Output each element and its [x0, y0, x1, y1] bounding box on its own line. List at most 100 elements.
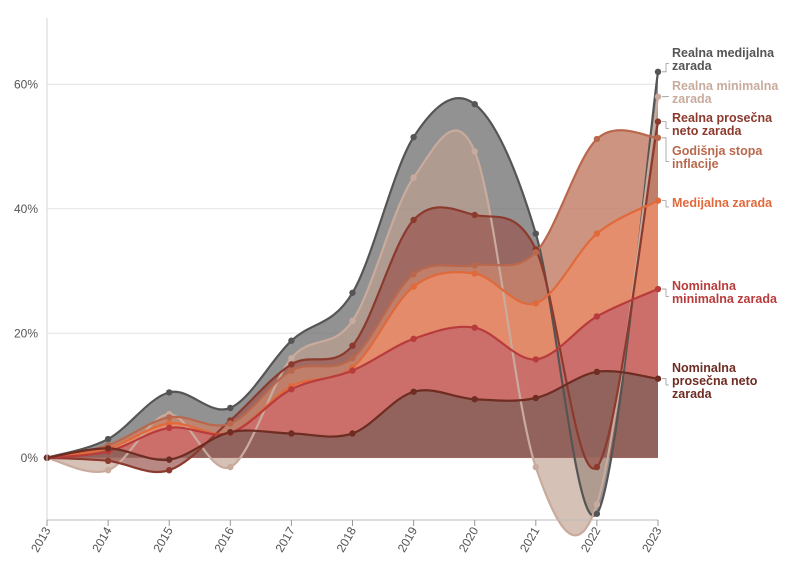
- legend-label-realna-medijalna-zarada: Realna medijalna zarada: [672, 46, 775, 73]
- point-realna-prosecna-neto-zarada-2017[interactable]: [288, 361, 295, 368]
- point-realna-medijalna-zarada-2016[interactable]: [227, 404, 234, 412]
- point-realna-prosecna-neto-zarada-2018[interactable]: [349, 342, 356, 349]
- line-medijalna-zarada: [46, 199, 659, 459]
- point-realna-minimalna-zarada-2020[interactable]: [471, 148, 478, 155]
- legend-label-nominalna-minimalna-zarada: Nominalna minimalna zarada: [672, 279, 778, 306]
- line-godisnja-stopa-inflacije: [46, 129, 659, 459]
- point-medijalna-zarada-2019[interactable]: [410, 283, 417, 290]
- point-nominalna-minimalna-zarada-2021[interactable]: [532, 356, 539, 363]
- point-realna-prosecna-neto-zarada-2014[interactable]: [104, 457, 112, 465]
- area-layer: [47, 71, 658, 536]
- legend-leader-nominalna-prosecna-neto-zarada: [662, 378, 669, 386]
- point-nominalna-minimalna-zarada-2023[interactable]: [654, 285, 662, 293]
- point-nominalna-prosecna-neto-zarada-2017[interactable]: [288, 430, 295, 437]
- point-nominalna-minimalna-zarada-2020[interactable]: [471, 324, 478, 331]
- legend-leader-realna-prosecna-neto-zarada: [662, 121, 669, 129]
- point-godisnja-stopa-inflacije-2023[interactable]: [654, 134, 662, 141]
- legend-item-realna-minimalna-zarada: Realna minimalna zarada: [662, 79, 779, 106]
- point-realna-medijalna-zarada-2020[interactable]: [471, 100, 478, 108]
- point-nominalna-minimalna-zarada-2017[interactable]: [288, 386, 295, 393]
- point-medijalna-zarada-2022[interactable]: [593, 230, 601, 237]
- point-realna-medijalna-zarada-2022[interactable]: [593, 510, 601, 517]
- legend-label-godisnja-stopa-inflacije: Godišnja stopa inflacije: [672, 144, 763, 171]
- point-realna-prosecna-neto-zarada-2015[interactable]: [166, 467, 173, 474]
- point-nominalna-prosecna-neto-zarada-2018[interactable]: [349, 430, 356, 437]
- legend-item-nominalna-prosecna-neto-zarada: Nominalna prosečna neto zarada: [662, 361, 758, 401]
- point-godisnja-stopa-inflacije-2015[interactable]: [166, 414, 173, 421]
- y-tick-label-0: 0%: [21, 451, 39, 465]
- point-realna-medijalna-zarada-2019[interactable]: [410, 133, 417, 141]
- point-nominalna-prosecna-neto-zarada-2014[interactable]: [104, 445, 112, 452]
- point-medijalna-zarada-2023[interactable]: [654, 197, 662, 204]
- legend-label-realna-minimalna-zarada: Realna minimalna zarada: [672, 79, 779, 106]
- x-tick-label-2018: 2018: [334, 524, 360, 554]
- point-nominalna-prosecna-neto-zarada-2022[interactable]: [593, 368, 601, 376]
- point-realna-prosecna-neto-zarada-2023[interactable]: [654, 118, 662, 125]
- point-realna-medijalna-zarada-2017[interactable]: [288, 337, 295, 344]
- point-nominalna-minimalna-zarada-2015[interactable]: [166, 424, 173, 432]
- point-nominalna-prosecna-neto-zarada-2021[interactable]: [532, 394, 539, 402]
- point-realna-minimalna-zarada-2014[interactable]: [104, 467, 112, 474]
- point-medijalna-zarada-2020[interactable]: [471, 270, 478, 277]
- legend-layer: Realna medijalna zarada Realna minimalna za…: [662, 46, 779, 401]
- x-tick-label-2016: 2016: [211, 524, 237, 554]
- point-nominalna-prosecna-neto-zarada-2023[interactable]: [654, 375, 662, 382]
- legend-item-nominalna-minimalna-zarada: Nominalna minimalna zarada: [662, 279, 778, 306]
- point-nominalna-minimalna-zarada-2019[interactable]: [410, 335, 417, 343]
- point-realna-minimalna-zarada-2016[interactable]: [227, 463, 234, 471]
- point-godisnja-stopa-inflacije-2018[interactable]: [349, 354, 356, 362]
- point-realna-minimalna-zarada-2022[interactable]: [593, 501, 601, 508]
- point-nominalna-prosecna-neto-zarada-2020[interactable]: [471, 396, 478, 403]
- x-tick-label-2023: 2023: [639, 524, 665, 554]
- point-medijalna-zarada-2021[interactable]: [532, 300, 539, 307]
- point-realna-medijalna-zarada-2021[interactable]: [532, 230, 539, 237]
- point-realna-minimalna-zarada-2023[interactable]: [654, 93, 662, 100]
- point-realna-prosecna-neto-zarada-2020[interactable]: [471, 211, 478, 219]
- point-realna-medijalna-zarada-2023[interactable]: [654, 68, 662, 76]
- point-realna-medijalna-zarada-2015[interactable]: [166, 389, 173, 396]
- x-tick-label-2019: 2019: [395, 524, 421, 554]
- legend-item-realna-medijalna-zarada: Realna medijalna zarada: [662, 46, 775, 73]
- legend-label-medijalna-zarada: Medijalna zarada: [672, 196, 773, 210]
- x-tick-label-2017: 2017: [273, 524, 299, 554]
- point-realna-minimalna-zarada-2021[interactable]: [532, 463, 539, 471]
- point-nominalna-minimalna-zarada-2018[interactable]: [349, 367, 356, 374]
- y-tick-label-40: 40%: [14, 202, 38, 216]
- x-tick-label-2013: 2013: [28, 524, 54, 554]
- x-tick-label-2014: 2014: [89, 524, 115, 554]
- legend-leader-nominalna-minimalna-zarada: [662, 288, 669, 297]
- point-layer: [43, 68, 662, 517]
- point-nominalna-prosecna-neto-zarada-2015[interactable]: [166, 456, 173, 463]
- point-realna-minimalna-zarada-2018[interactable]: [349, 317, 356, 324]
- y-tick-label-60: 60%: [14, 77, 38, 91]
- x-tick-label-2020: 2020: [456, 524, 482, 554]
- legend-item-realna-prosecna-neto-zarada: Realna prosečna neto zarada: [662, 111, 773, 138]
- legend-leader-godisnja-stopa-inflacije: [662, 137, 669, 162]
- x-tick-label-2015: 2015: [150, 524, 176, 554]
- x-tick-label-2021: 2021: [517, 524, 543, 554]
- point-nominalna-minimalna-zarada-2022[interactable]: [593, 313, 601, 320]
- point-godisnja-stopa-inflacije-2022[interactable]: [593, 135, 601, 143]
- legend-label-nominalna-prosecna-neto-zarada: Nominalna prosečna neto zarada: [672, 361, 758, 401]
- point-nominalna-prosecna-neto-zarada-2016[interactable]: [227, 429, 234, 436]
- point-nominalna-prosecna-neto-zarada-2019[interactable]: [410, 388, 417, 395]
- legend-leader-medijalna-zarada: [662, 200, 669, 208]
- legend-item-medijalna-zarada: Medijalna zarada: [662, 196, 773, 210]
- legend-label-realna-prosecna-neto-zarada: Realna prosečna neto zarada: [672, 111, 773, 138]
- point-realna-medijalna-zarada-2018[interactable]: [349, 289, 356, 296]
- point-realna-minimalna-zarada-2017[interactable]: [288, 354, 295, 362]
- point-godisnja-stopa-inflacije-2021[interactable]: [532, 249, 539, 256]
- point-godisnja-stopa-inflacije-2017[interactable]: [288, 367, 295, 374]
- legend-item-godisnja-stopa-inflacije: Godišnja stopa inflacije: [662, 137, 763, 171]
- point-realna-medijalna-zarada-2014[interactable]: [104, 435, 112, 443]
- point-godisnja-stopa-inflacije-2019[interactable]: [410, 270, 417, 278]
- point-godisnja-stopa-inflacije-2020[interactable]: [471, 262, 478, 269]
- point-godisnja-stopa-inflacije-2016[interactable]: [227, 420, 234, 427]
- point-realna-minimalna-zarada-2019[interactable]: [410, 174, 417, 181]
- point-realna-prosecna-neto-zarada-2019[interactable]: [410, 216, 417, 224]
- y-tick-label-20: 20%: [14, 326, 38, 340]
- point-realna-prosecna-neto-zarada-2022[interactable]: [593, 463, 601, 471]
- area-nominalna-prosecna-neto-zarada: [47, 371, 658, 460]
